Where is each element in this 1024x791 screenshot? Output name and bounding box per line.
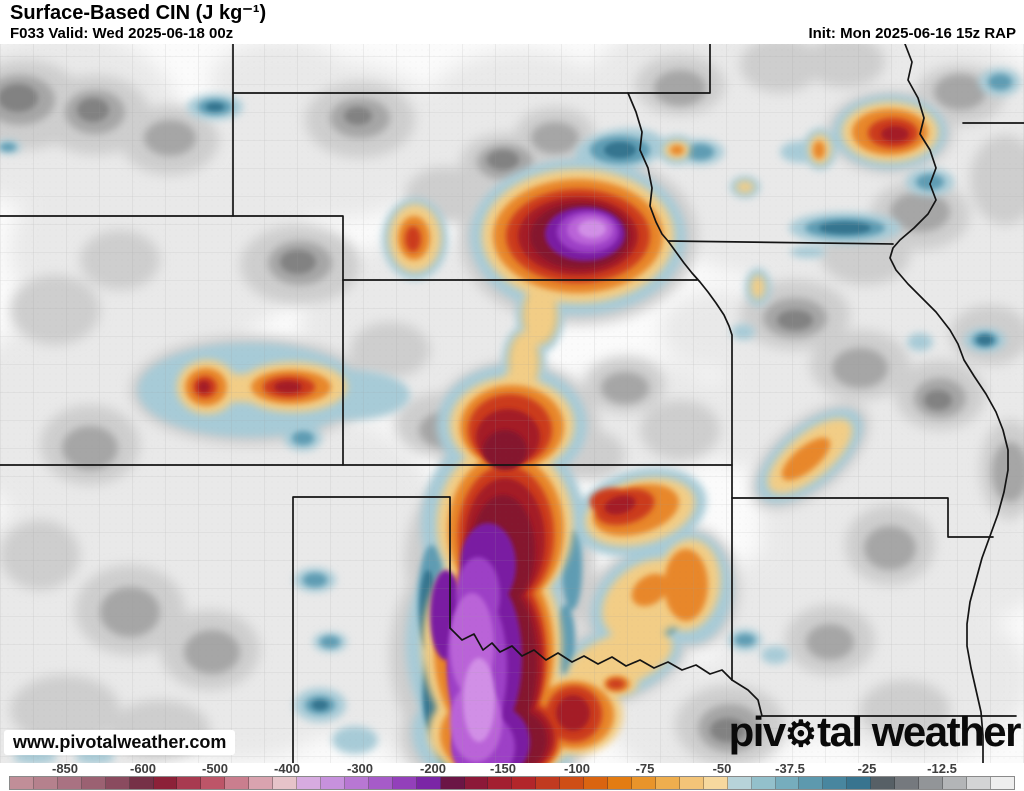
colorbar-cell (775, 777, 800, 789)
colorbar-tick-labels: -850 -600 -500 -400 -300 -200 -150 -100 -75 -50 -3… (0, 761, 1024, 776)
colorbar-cell (273, 777, 298, 789)
colorbar-cell (584, 777, 609, 789)
colorbar-cell (823, 777, 848, 789)
colorbar-tick-label: -500 (201, 761, 229, 776)
colorbar-tick-label: -400 (273, 761, 301, 776)
colorbar-tick-label: -600 (129, 761, 157, 776)
pivotal-weather-logo: piv⚙tal weather (728, 708, 1022, 756)
colorbar-tick-label: -50 (712, 761, 732, 776)
colorbar-cell (560, 777, 585, 789)
colorbar-cell (344, 777, 369, 789)
colorbar-cell (608, 777, 632, 789)
colorbar-cell (488, 777, 513, 789)
colorbar-cell (10, 777, 34, 789)
gear-icon: ⚙ (784, 713, 818, 754)
colorbar-cell (105, 777, 130, 789)
colorbar-cell (799, 777, 824, 789)
colorbar-tick-label: -75 (635, 761, 655, 776)
colorbar-cells (9, 776, 1015, 790)
colorbar-cell (33, 777, 58, 789)
colorbar-cell (57, 777, 82, 789)
colorbar-tick-label: -100 (563, 761, 591, 776)
colorbar-cell (201, 777, 226, 789)
colorbar-cell (727, 777, 752, 789)
colorbar-tick-label: -300 (346, 761, 374, 776)
cin-map (0, 44, 1024, 763)
colorbar-cell (416, 777, 441, 789)
colorbar-cell (464, 777, 489, 789)
colorbar-cell (942, 777, 967, 789)
colorbar-cell (81, 777, 106, 789)
page-title: Surface-Based CIN (J kg⁻¹) (10, 2, 267, 24)
colorbar-cell (751, 777, 776, 789)
colorbar-cell (249, 777, 274, 789)
watermark-url: www.pivotalweather.com (4, 730, 236, 755)
colorbar-cell (177, 777, 202, 789)
colorbar-tick-label: -200 (419, 761, 447, 776)
colorbar-cell (703, 777, 728, 789)
logo-text-right: tal weather (817, 708, 1021, 755)
colorbar-cell (655, 777, 680, 789)
colorbar-cell (536, 777, 561, 789)
colorbar: -850 -600 -500 -400 -300 -200 -150 -100 -75 -50 -3… (0, 761, 1024, 791)
colorbar-cell (966, 777, 991, 789)
colorbar-tick-label: -150 (489, 761, 517, 776)
colorbar-tick-label: -25 (857, 761, 877, 776)
state-borders (0, 44, 1024, 763)
model-init-time: Init: Mon 2025-06-16 15z RAP (808, 25, 1016, 42)
logo-text-left: piv (728, 708, 787, 755)
colorbar-tick-label: -37.5 (775, 761, 805, 776)
colorbar-cell (919, 777, 943, 789)
colorbar-cell (895, 777, 920, 789)
colorbar-cell (847, 777, 872, 789)
colorbar-cell (225, 777, 250, 789)
colorbar-cell (320, 777, 345, 789)
colorbar-cell (871, 777, 896, 789)
colorbar-cell (990, 777, 1014, 789)
colorbar-tick-label: -850 (51, 761, 79, 776)
colorbar-tick-label: -12.5 (927, 761, 957, 776)
colorbar-cell (631, 777, 656, 789)
colorbar-cell (297, 777, 321, 789)
colorbar-cell (392, 777, 417, 789)
colorbar-cell (679, 777, 704, 789)
colorbar-cell (129, 777, 154, 789)
colorbar-cell (153, 777, 178, 789)
colorbar-cell (512, 777, 537, 789)
colorbar-cell (440, 777, 465, 789)
stipple-texture (0, 44, 1024, 763)
colorbar-cell (368, 777, 393, 789)
forecast-valid-time: F033 Valid: Wed 2025-06-18 00z (10, 25, 234, 42)
